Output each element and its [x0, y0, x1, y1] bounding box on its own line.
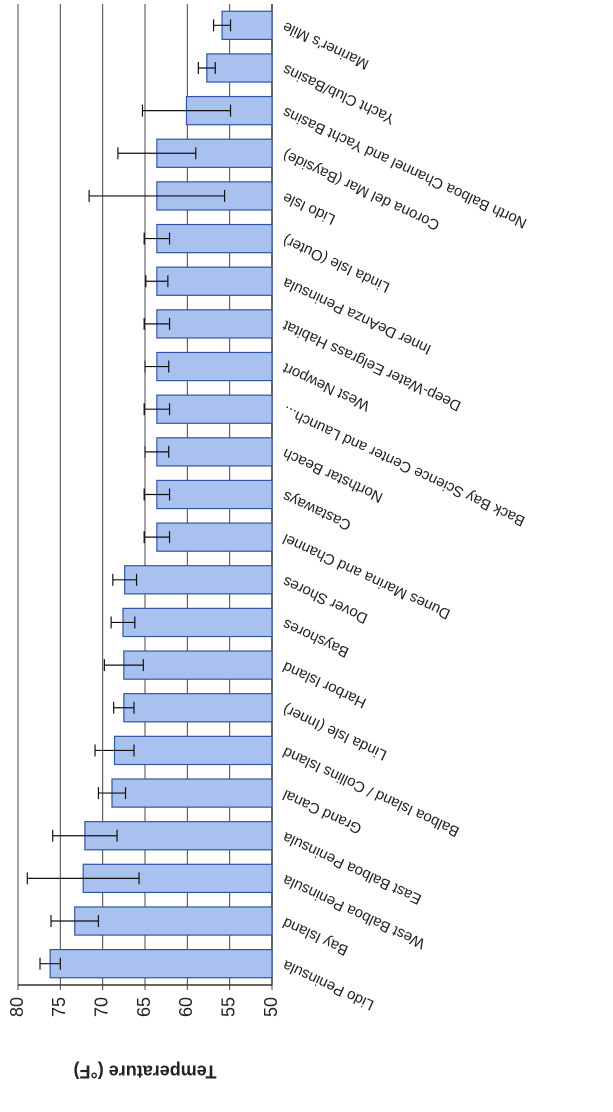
bar	[156, 266, 273, 296]
x-tick-label: Lido Isle	[280, 189, 338, 228]
x-tick-label: Castaways	[280, 487, 354, 533]
bar	[111, 778, 273, 808]
rotated-chart: Temperature (°F) 50 55 60 65 70 75 80 Lido Peni…	[7, 4, 529, 1081]
bar	[156, 394, 273, 424]
bar	[156, 522, 273, 552]
bar	[156, 351, 273, 382]
bar	[156, 479, 273, 510]
x-tick-label: Grand Canal	[280, 786, 364, 837]
x-tick-label: Inner DeAnza Peninsula	[280, 274, 434, 358]
bar	[74, 906, 273, 936]
y-tick-label: 65	[134, 997, 154, 1017]
x-tick-label: Harbor Island	[280, 658, 369, 711]
bar	[113, 735, 273, 766]
x-tick-label: Lido Peninsula	[280, 956, 377, 1013]
bar	[49, 948, 273, 979]
y-tick-label: 60	[176, 997, 196, 1017]
y-tick-label: 55	[218, 997, 238, 1017]
x-tick-label: Dunes Marina and Channel	[280, 530, 453, 623]
x-tick-label: Bayshores	[280, 615, 351, 660]
y-tick-label: 70	[91, 997, 111, 1017]
y-tick-label: 50	[261, 997, 281, 1017]
bar	[156, 223, 273, 254]
bar	[156, 437, 273, 467]
y-tick-label: 80	[7, 997, 27, 1017]
bar	[123, 693, 273, 723]
bar	[123, 650, 273, 680]
y-axis-title: Temperature (°F)	[74, 1061, 217, 1081]
x-tick-label: Corona del Mar (Bayside)	[280, 146, 442, 234]
bar	[156, 309, 273, 339]
x-tick-label: Bay Island	[280, 914, 351, 959]
bar	[206, 53, 273, 83]
bar	[122, 607, 273, 638]
bar	[124, 565, 273, 595]
y-tick-label: 75	[49, 997, 69, 1017]
